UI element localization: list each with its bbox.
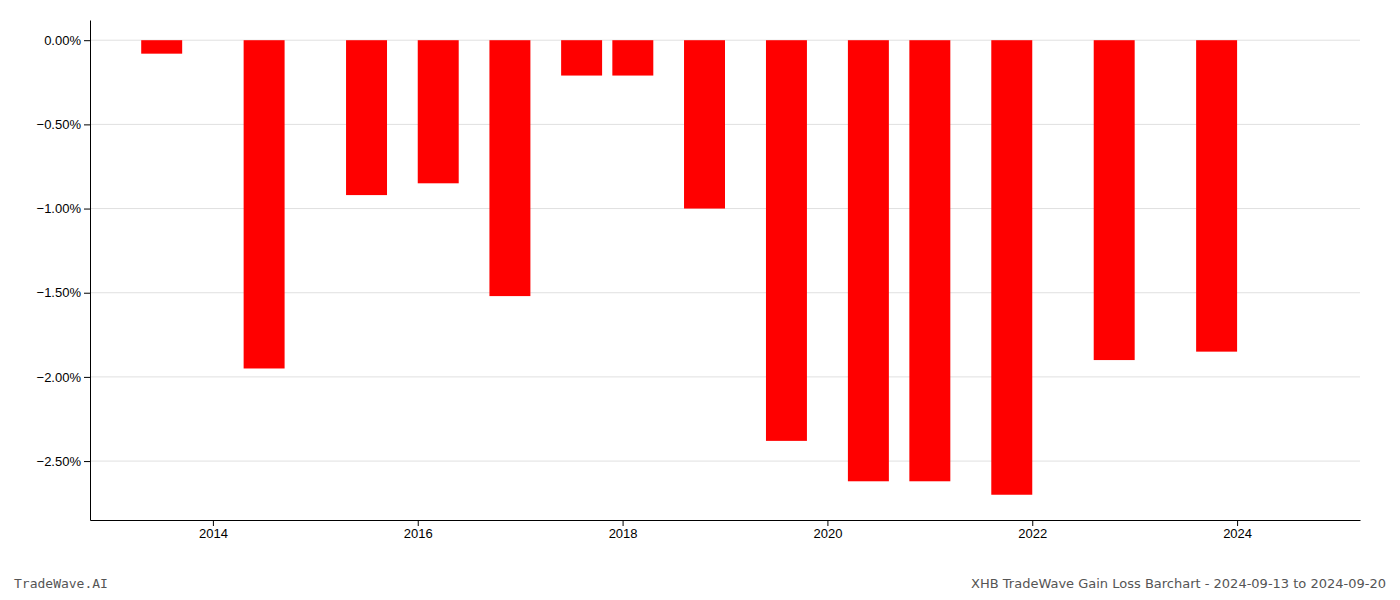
x-tick: 2024 xyxy=(1223,520,1252,541)
bar xyxy=(418,40,459,183)
bar xyxy=(848,40,889,481)
footer-left: TradeWave.AI xyxy=(14,576,108,591)
y-tick: 0.00% xyxy=(44,33,90,48)
y-tick: −1.50% xyxy=(37,285,90,300)
bar xyxy=(612,40,653,75)
y-tick: −0.50% xyxy=(37,117,90,132)
grid-line xyxy=(90,376,1360,377)
grid xyxy=(90,40,1360,461)
bar xyxy=(561,40,602,75)
y-tick-mark xyxy=(84,293,90,294)
y-tick-label: 0.00% xyxy=(44,33,81,48)
x-tick-label: 2022 xyxy=(1018,526,1047,541)
x-tick-label: 2014 xyxy=(199,526,228,541)
y-tick-mark xyxy=(84,124,90,125)
x-tick: 2016 xyxy=(404,520,433,541)
y-tick-label: −2.50% xyxy=(37,454,82,469)
x-tick-mark xyxy=(418,520,419,526)
y-axis: 0.00% −0.50% −1.00% −1.50% −2.00% −2.50% xyxy=(37,21,91,521)
x-tick-mark xyxy=(623,520,624,526)
bar xyxy=(684,40,725,208)
y-tick-label: −2.00% xyxy=(37,370,82,385)
bar xyxy=(1094,40,1135,360)
grid-line xyxy=(90,461,1360,462)
bar xyxy=(766,40,807,441)
x-tick-label: 2024 xyxy=(1223,526,1252,541)
x-tick-label: 2016 xyxy=(404,526,433,541)
bar xyxy=(244,40,285,368)
x-tick: 2014 xyxy=(199,520,228,541)
y-tick-mark xyxy=(84,377,90,378)
y-tick-label: −1.00% xyxy=(37,201,82,216)
x-tick-label: 2020 xyxy=(813,526,842,541)
x-tick-mark xyxy=(1237,520,1238,526)
y-tick-mark xyxy=(84,209,90,210)
x-tick-mark xyxy=(827,520,828,526)
bar xyxy=(909,40,950,481)
x-tick-label: 2018 xyxy=(609,526,638,541)
y-tick: −2.50% xyxy=(37,454,90,469)
y-tick-mark xyxy=(84,461,90,462)
x-tick-mark xyxy=(1032,520,1033,526)
x-tick: 2018 xyxy=(609,520,638,541)
y-tick-label: −1.50% xyxy=(37,285,82,300)
bar xyxy=(489,40,530,296)
bars xyxy=(141,40,1237,495)
y-tick: −2.00% xyxy=(37,370,90,385)
x-tick-mark xyxy=(213,520,214,526)
y-tick: −1.00% xyxy=(37,201,90,216)
plot-area: 0.00%−0.50%−1.00%−1.50%−2.00%−2.50%20142… xyxy=(37,21,1361,542)
y-axis-line xyxy=(90,21,91,521)
y-tick-mark xyxy=(84,40,90,41)
x-tick: 2020 xyxy=(813,520,842,541)
x-tick: 2022 xyxy=(1018,520,1047,541)
footer-right: XHB TradeWave Gain Loss Barchart - 2024-… xyxy=(971,576,1386,591)
x-axis: 2014 2016 2018 2020 2022 2024 xyxy=(91,520,1361,541)
x-axis-line xyxy=(91,520,1361,521)
bar xyxy=(346,40,387,195)
bar xyxy=(991,40,1032,495)
y-tick-label: −0.50% xyxy=(37,117,82,132)
bar xyxy=(1196,40,1237,351)
chart-canvas: 0.00%−0.50%−1.00%−1.50%−2.00%−2.50%20142… xyxy=(0,0,1400,600)
bar xyxy=(141,40,182,53)
